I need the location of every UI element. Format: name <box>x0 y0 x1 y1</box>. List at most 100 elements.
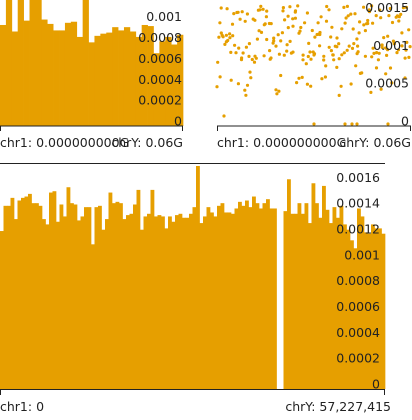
panel2-point <box>221 35 225 39</box>
panel2-point <box>342 5 346 9</box>
panel2-point <box>274 44 278 48</box>
panel2-point <box>217 35 221 39</box>
panel2-point <box>282 53 286 57</box>
panel2-point <box>363 29 367 33</box>
panel1-bar <box>171 44 178 126</box>
panel2-point <box>349 12 353 16</box>
panel3-bar <box>108 192 113 389</box>
panel2-point <box>387 14 391 18</box>
panel3-y-tick-label: 0.0014 <box>336 196 380 211</box>
panel3-bar <box>175 215 179 389</box>
panel3-bar <box>98 205 102 389</box>
panel3-bar <box>192 207 197 389</box>
panel2-point <box>240 10 244 14</box>
panel2-point <box>234 51 238 55</box>
panel3-bar <box>157 215 162 389</box>
panel3-x-start-label: chr1: 0 <box>0 399 44 414</box>
panel2-point <box>262 54 266 58</box>
panel3-bar <box>203 216 207 389</box>
panel3-bar <box>105 219 109 389</box>
panel3-bar <box>311 183 316 389</box>
panel3-bar <box>343 224 347 389</box>
panel3-y-tick-label: 0 <box>372 377 380 392</box>
panel2-point <box>241 51 245 55</box>
panel2-point <box>374 66 379 70</box>
panel3-bar <box>332 207 337 389</box>
panel2-point <box>263 22 267 26</box>
panel2-point <box>248 70 252 74</box>
panel1-bar <box>177 34 184 127</box>
panel2-point <box>218 21 222 25</box>
panel1-bar <box>29 0 36 126</box>
panel2-point <box>401 6 405 10</box>
panel1-y-tick-label: 0.0006 <box>138 51 182 66</box>
panel3-bar <box>126 215 130 389</box>
panel3-bar <box>360 216 365 389</box>
panel2-point <box>259 4 263 8</box>
panel3-x-end-label: chrY: 57,227,415 <box>285 399 391 414</box>
panel3-bar <box>227 212 232 389</box>
panel2-point <box>324 64 328 68</box>
panel2-point <box>298 29 302 33</box>
panel2-point <box>245 12 249 16</box>
panel2-point <box>301 58 305 62</box>
panel3-bar <box>150 189 155 389</box>
panel3-bar <box>371 224 375 389</box>
panel3-bar <box>136 189 141 389</box>
panel2-point <box>354 64 358 68</box>
panel2-point <box>385 53 389 58</box>
panel2-point <box>280 31 284 35</box>
panel2-y-tick-label: 0.0005 <box>365 76 409 91</box>
panel3-bar <box>112 203 116 389</box>
panel3-bar <box>266 199 270 389</box>
panel1-bars <box>0 0 184 127</box>
panel3-bar <box>283 211 288 389</box>
panel2-point <box>379 16 383 20</box>
panel3-bar <box>339 205 344 389</box>
panel3-bar <box>122 219 127 389</box>
panel2-point <box>395 51 399 55</box>
panel1-bar <box>106 32 113 127</box>
panel3-bar <box>70 203 74 389</box>
panel3-bar <box>80 216 85 389</box>
panel3-bar <box>304 203 309 389</box>
panel2-point <box>337 57 341 61</box>
panel3-bar <box>234 208 239 389</box>
panel2-point <box>296 4 300 8</box>
panel2-point <box>386 34 390 38</box>
panel2-point <box>343 122 347 126</box>
panel2-point <box>403 56 407 60</box>
panel2-point <box>340 27 344 31</box>
panel2-point <box>219 6 223 10</box>
panel1-bar <box>47 23 54 126</box>
panel2-point <box>362 5 366 9</box>
panel2-point <box>370 55 374 59</box>
panel2-point <box>252 60 257 64</box>
panel1-bar <box>129 31 137 126</box>
panel2-point <box>299 25 303 30</box>
panel2-point <box>272 36 276 40</box>
panel2-point <box>281 6 285 10</box>
panel3-bar <box>115 201 120 389</box>
panel2-point <box>245 83 250 87</box>
panel2-point <box>247 42 251 46</box>
panel3-bar <box>77 220 81 389</box>
panel3-bar <box>182 217 186 389</box>
panel2-point <box>310 28 314 33</box>
panel2-point <box>404 5 408 9</box>
panel2-x-end-label: chrY: 0.06G <box>339 135 411 150</box>
panel3-bar <box>178 213 183 389</box>
panel3-y-tick-label: 0.0002 <box>336 351 380 366</box>
panel3-bar <box>367 233 372 389</box>
panel2-point <box>400 44 404 48</box>
panel2-point <box>312 122 316 126</box>
panel3-bar <box>308 223 312 389</box>
panel1-y-ticks: 0.001 0.0008 0.0006 0.0004 0.0002 0 <box>138 9 182 128</box>
panel3-bar <box>294 213 298 389</box>
panel2-point <box>376 58 380 62</box>
panel2-point <box>305 82 309 86</box>
panel2-point <box>355 122 359 126</box>
panel3-bar <box>45 224 50 389</box>
panel3-bar <box>199 223 204 389</box>
